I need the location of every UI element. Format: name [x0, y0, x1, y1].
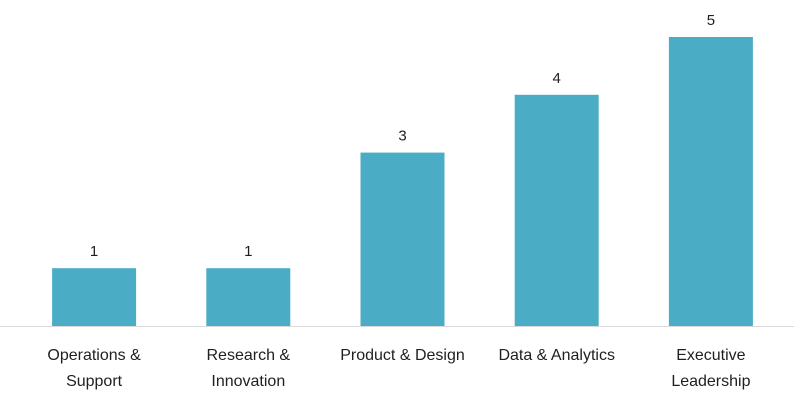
category-label: Operations & Support — [47, 347, 141, 390]
category-label-line: Innovation — [211, 373, 285, 390]
bars-layer — [52, 37, 753, 326]
data-label: 3 — [398, 128, 406, 145]
category-label-line: Operations & — [47, 347, 141, 364]
category-label-line: Data & Analytics — [498, 347, 615, 364]
category-label-line: Product & Design — [340, 347, 465, 364]
category-label-line: Support — [66, 373, 123, 390]
bar — [52, 268, 137, 326]
data-label: 1 — [90, 243, 98, 260]
bar — [514, 94, 599, 326]
data-labels-layer: 1 1 3 4 5 — [90, 12, 715, 260]
category-label: Executive Leadership — [671, 347, 750, 390]
category-label-line: Research & — [207, 347, 291, 364]
data-label: 1 — [244, 243, 252, 260]
category-label: Product & Design — [340, 347, 465, 364]
data-label: 5 — [707, 12, 715, 29]
category-labels-layer: Operations & Support Research & Innovation P… — [47, 347, 750, 390]
category-label-line: Executive — [676, 347, 745, 364]
category-label: Data & Analytics — [498, 347, 615, 364]
bar — [668, 37, 753, 326]
category-label: Research & Innovation — [207, 347, 291, 390]
category-label-line: Leadership — [671, 373, 750, 390]
bar — [360, 152, 445, 326]
bar — [206, 268, 291, 326]
data-label: 4 — [553, 70, 561, 87]
